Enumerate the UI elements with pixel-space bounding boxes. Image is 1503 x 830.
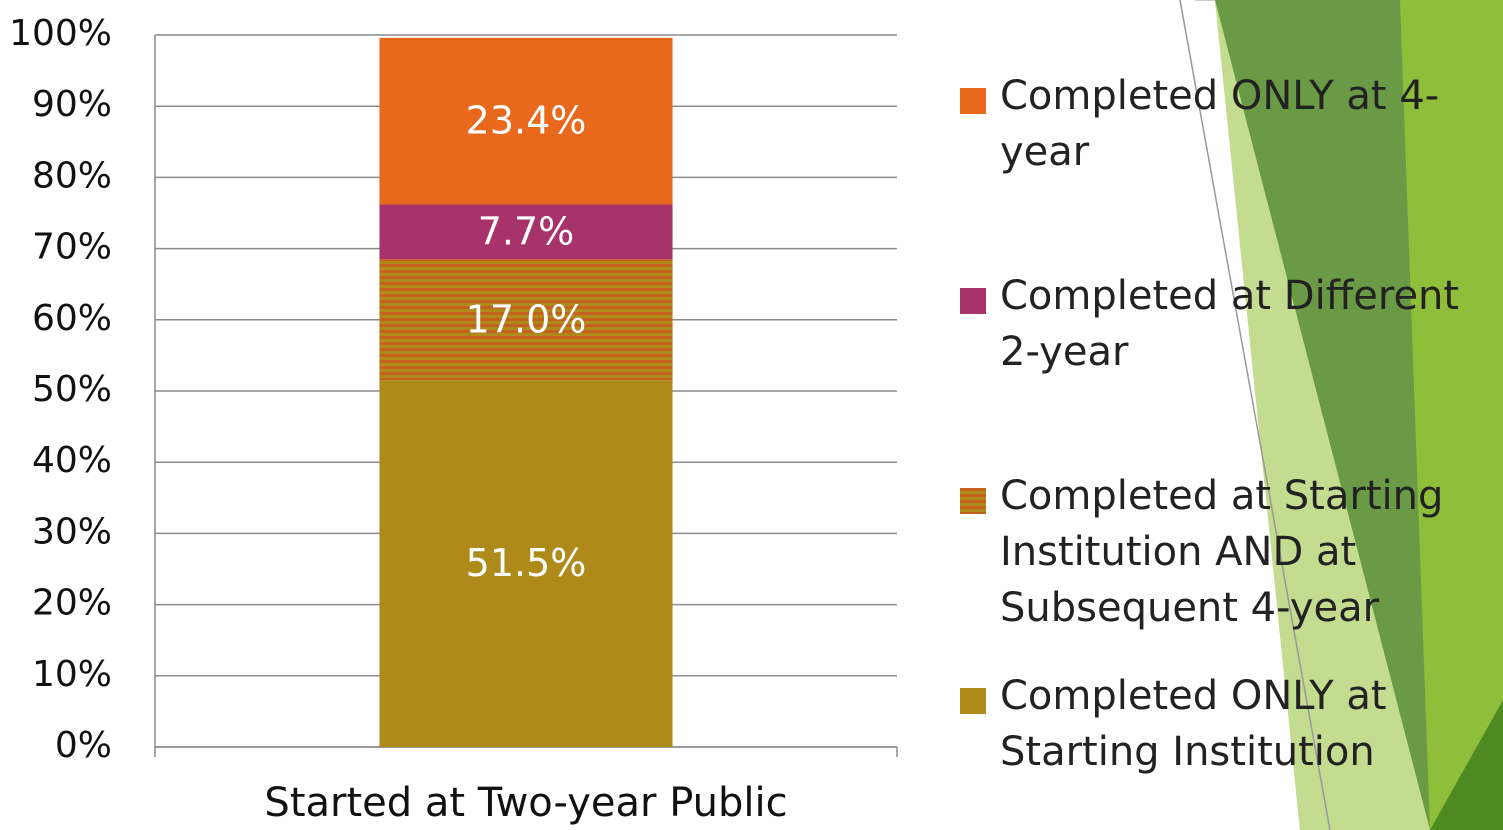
y-tick-label: 30% bbox=[32, 511, 112, 552]
legend-swatch bbox=[960, 488, 986, 514]
y-tick-label: 10% bbox=[32, 654, 112, 695]
y-tick-label: 40% bbox=[32, 440, 112, 481]
legend-swatch bbox=[960, 688, 986, 714]
y-tick-label: 100% bbox=[9, 13, 112, 54]
legend-label: Completed ONLY at Starting Institution bbox=[1000, 668, 1500, 780]
legend-label: Completed at Starting Institution AND at… bbox=[1000, 468, 1500, 636]
legend-swatch bbox=[960, 288, 986, 314]
y-tick-label: 60% bbox=[32, 298, 112, 339]
y-tick-label: 80% bbox=[32, 155, 112, 196]
legend-item: Completed at Starting Institution AND at… bbox=[960, 468, 1500, 636]
data-label: 51.5% bbox=[466, 541, 587, 585]
y-tick-label: 70% bbox=[32, 227, 112, 268]
legend-item: Completed ONLY at 4-year bbox=[960, 68, 1500, 180]
x-tick-label: Started at Two-year Public bbox=[264, 780, 787, 826]
data-label: 23.4% bbox=[466, 99, 587, 143]
y-tick-label: 0% bbox=[55, 725, 112, 766]
page: 0% 10% 20% 30% 40% 50% 60% 70% 80% 90% 100% Started… bbox=[0, 0, 1503, 830]
data-label: 7.7% bbox=[478, 209, 575, 253]
legend-item: Completed at Different 2-year bbox=[960, 268, 1500, 380]
data-label: 17.0% bbox=[466, 297, 587, 341]
legend-item: Completed ONLY at Starting Institution bbox=[960, 668, 1500, 780]
y-tick-label: 90% bbox=[32, 84, 112, 125]
y-tick-label: 20% bbox=[32, 583, 112, 624]
legend-label: Completed ONLY at 4-year bbox=[1000, 68, 1500, 180]
legend-swatch bbox=[960, 88, 986, 114]
y-tick-label: 50% bbox=[32, 369, 112, 410]
legend-label: Completed at Different 2-year bbox=[1000, 268, 1500, 380]
